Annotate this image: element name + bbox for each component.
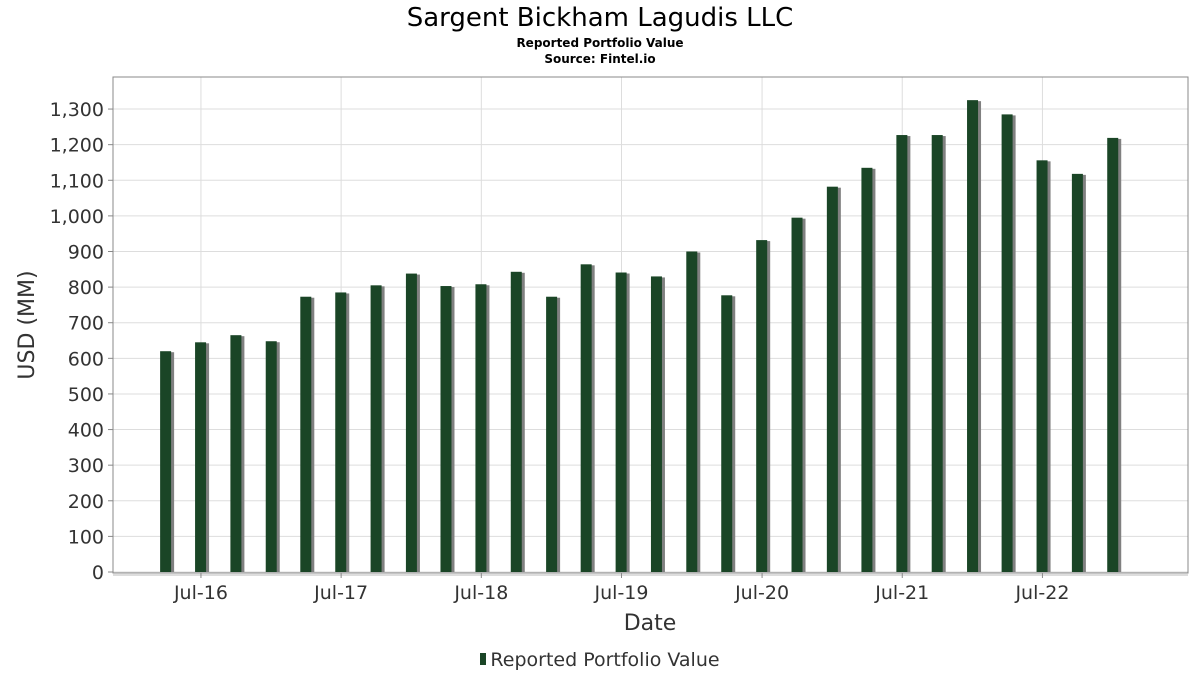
y-tick-label: 600 <box>68 348 104 370</box>
x-tick-label: Jul-20 <box>734 582 789 604</box>
plot-frame <box>112 76 1189 576</box>
x-tick-label: Jul-22 <box>1014 582 1069 604</box>
y-tick-label: 100 <box>68 526 104 548</box>
chart-title: Sargent Bickham Lagudis LLC <box>406 3 794 33</box>
x-tick-label: Jul-18 <box>453 582 508 604</box>
bar <box>791 217 803 572</box>
bar <box>967 100 979 572</box>
bar <box>721 295 733 572</box>
bar <box>1071 173 1083 572</box>
bar <box>896 135 908 573</box>
y-tick-label: 900 <box>68 241 104 263</box>
bar <box>510 271 522 572</box>
bar <box>440 286 452 572</box>
x-tick-label: Jul-17 <box>313 582 368 604</box>
bar <box>861 167 873 572</box>
legend-swatch <box>480 652 487 665</box>
bar <box>650 276 662 572</box>
x-axis-ticks: Jul-16 Jul-17 Jul-18 Jul-19 Jul-20 Jul-21 Jul-… <box>173 573 1069 604</box>
y-tick-label: 400 <box>68 420 104 442</box>
bar <box>580 264 592 572</box>
chart-subtitle: Reported Portfolio Value <box>516 36 684 50</box>
y-tick-label: 0 <box>92 562 104 584</box>
legend-label: Reported Portfolio Value <box>490 649 720 671</box>
bar <box>615 272 627 572</box>
chart-source: Source: Fintel.io <box>544 52 656 66</box>
bar <box>335 292 347 572</box>
bar <box>686 251 698 572</box>
plot-border <box>112 76 1189 574</box>
bars <box>160 100 1122 573</box>
legend: Reported Portfolio Value <box>0 648 1200 672</box>
x-tick-label: Jul-16 <box>173 582 228 604</box>
y-tick-label: 700 <box>68 313 104 335</box>
bar <box>475 284 487 572</box>
bar <box>230 335 242 572</box>
y-tick-label: 1,100 <box>50 170 104 192</box>
y-tick-label: 200 <box>68 491 104 513</box>
bar <box>1107 137 1119 572</box>
bar <box>405 273 417 572</box>
bar <box>931 135 943 573</box>
y-tick-label: 1,000 <box>50 206 104 228</box>
bar <box>546 296 558 572</box>
y-tick-label: 1,300 <box>50 99 104 121</box>
y-tick-label: 300 <box>68 455 104 477</box>
bar <box>1036 160 1048 572</box>
bar <box>756 240 768 573</box>
y-tick-label: 500 <box>68 384 104 406</box>
bar <box>1001 114 1013 572</box>
bar <box>826 186 838 572</box>
y-tick-label: 800 <box>68 277 104 299</box>
y-axis-ticks: 0 100 200 300 400 500 600 700 800 900 1,000 1,100 1,… <box>50 99 113 584</box>
bar <box>370 285 382 572</box>
x-tick-label: Jul-21 <box>874 582 929 604</box>
bar <box>195 342 207 572</box>
bar <box>300 296 312 572</box>
x-tick-label: Jul-19 <box>594 582 649 604</box>
x-axis-title: Date <box>624 611 677 636</box>
y-tick-label: 1,200 <box>50 135 104 157</box>
y-axis-title: USD (MM) <box>15 270 40 379</box>
bar <box>160 351 172 572</box>
bar <box>265 341 277 572</box>
